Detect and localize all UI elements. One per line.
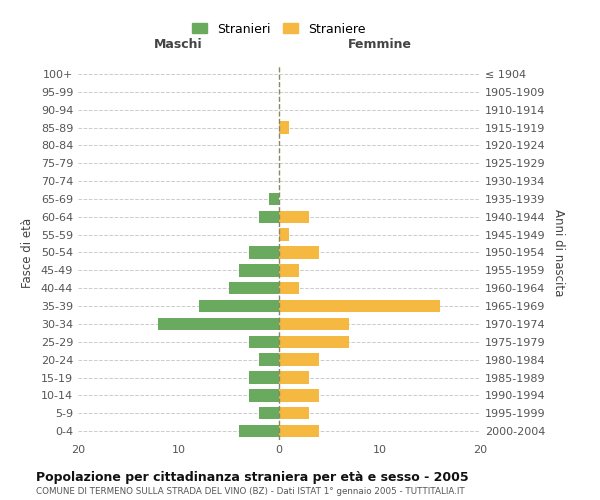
Bar [249, 246, 279, 259]
Bar [249, 389, 279, 402]
Bar [269, 192, 279, 205]
Bar [279, 210, 309, 223]
Bar [158, 318, 279, 330]
Bar [279, 121, 289, 134]
Bar [249, 336, 279, 348]
Bar [279, 389, 319, 402]
Bar [279, 425, 319, 438]
Bar [279, 246, 319, 259]
Text: Maschi: Maschi [154, 38, 203, 51]
Bar [279, 300, 440, 312]
Bar [279, 228, 289, 241]
Bar [259, 354, 279, 366]
Bar [279, 336, 349, 348]
Legend: Stranieri, Straniere: Stranieri, Straniere [188, 19, 370, 40]
Bar [279, 282, 299, 294]
Bar [279, 354, 319, 366]
Bar [239, 425, 279, 438]
Bar [199, 300, 279, 312]
Bar [279, 407, 309, 420]
Bar [279, 264, 299, 276]
Bar [279, 318, 349, 330]
Bar [239, 264, 279, 276]
Y-axis label: Anni di nascita: Anni di nascita [552, 209, 565, 296]
Text: Femmine: Femmine [347, 38, 412, 51]
Bar [259, 407, 279, 420]
Bar [229, 282, 279, 294]
Y-axis label: Fasce di età: Fasce di età [21, 218, 34, 288]
Bar [279, 371, 309, 384]
Text: Popolazione per cittadinanza straniera per età e sesso - 2005: Popolazione per cittadinanza straniera p… [36, 471, 469, 484]
Bar [259, 210, 279, 223]
Bar [249, 371, 279, 384]
Text: COMUNE DI TERMENO SULLA STRADA DEL VINO (BZ) - Dati ISTAT 1° gennaio 2005 - TUTT: COMUNE DI TERMENO SULLA STRADA DEL VINO … [36, 487, 465, 496]
